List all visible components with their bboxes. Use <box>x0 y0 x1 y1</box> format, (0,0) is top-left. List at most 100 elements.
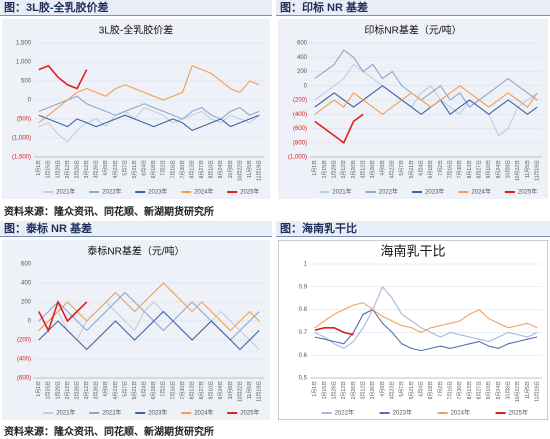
x-tick-label: 1月1日 <box>36 160 42 176</box>
x-tick-label: 3月12日 <box>84 381 90 399</box>
x-tick-label: 8月27日 <box>476 160 482 178</box>
chart: 海南乳干比 1 0.9 0.8 0.7 0.6 0.5 1月1日 1月15日 1月29日 2月12日… <box>278 240 548 420</box>
x-tick-label: 8月13日 <box>467 381 473 399</box>
y-tick-label: 0.9 <box>299 284 308 290</box>
x-tick-label: 9月24日 <box>496 381 502 399</box>
legend-label: 2025年 <box>240 409 259 417</box>
x-tick-label: 1月29日 <box>55 160 61 178</box>
series-line <box>38 282 260 332</box>
x-tick-label: 9月10日 <box>209 381 215 399</box>
x-tick-label: 3月26日 <box>94 160 100 178</box>
x-tick-label: 8月13日 <box>189 160 195 178</box>
x-tick-label: 7月16日 <box>170 160 176 178</box>
chart-title: 印标NR基差（元/吨） <box>364 24 461 37</box>
x-tick-label: 8月27日 <box>199 381 205 399</box>
x-tick-label: 2月12日 <box>65 160 71 178</box>
x-tick-label: 7月16日 <box>447 381 453 399</box>
series-line <box>314 49 538 108</box>
x-tick-label: 2月12日 <box>341 381 347 399</box>
x-tick-label: 11月19日 <box>534 160 540 181</box>
x-tick-label: 5月21日 <box>409 160 415 178</box>
series-line <box>38 310 260 351</box>
source: 资料来源：隆众资讯、同花顺、新湖期货研究所 <box>4 207 214 218</box>
x-tick-label: 1月15日 <box>46 160 52 178</box>
y-tick-label: (1,500) <box>12 155 31 161</box>
legend-label: 2025年 <box>509 409 528 417</box>
x-tick-label: 1月29日 <box>331 381 337 399</box>
x-tick-label: 8月27日 <box>199 160 205 178</box>
legend-label: 2024年 <box>194 409 213 417</box>
y-tick-label: (1,000) <box>288 155 307 161</box>
x-tick-label: 3月26日 <box>370 160 376 178</box>
x-tick-label: 9月24日 <box>496 160 502 178</box>
x-tick-label: 1月1日 <box>312 381 318 397</box>
legend-label: 2023年 <box>148 409 167 417</box>
x-tick-label: 3月26日 <box>94 381 100 399</box>
x-tick-label: 4月23日 <box>389 160 395 178</box>
chart-title: 海南乳干比 <box>380 243 445 258</box>
x-tick-label: 9月10日 <box>486 381 492 399</box>
x-tick-label: 4月9日 <box>380 381 386 397</box>
x-tick-label: 7月2日 <box>161 381 167 397</box>
caption: 图：3L胶-全乳胶价差 <box>0 0 272 16</box>
chart: 泰标NR基差（元/吨） 600 400 200 0 (200) (400) (600) 1月1日… <box>2 240 270 420</box>
series-line <box>314 327 354 336</box>
legend-label: 2024年 <box>471 188 490 196</box>
background <box>278 19 548 199</box>
background <box>2 19 270 199</box>
chart-title: 3L胶-全乳胶价差 <box>99 24 173 37</box>
y-tick-label: 200 <box>21 300 32 306</box>
x-tick-label: 10月8日 <box>505 160 511 178</box>
x-tick-label: 1月15日 <box>322 381 328 399</box>
y-tick-label: 0.5 <box>299 376 308 382</box>
background <box>2 240 270 420</box>
y-tick-label: 1,000 <box>16 60 32 66</box>
x-tick-label: 11月5日 <box>525 160 531 178</box>
series-line <box>314 85 538 116</box>
caption: 图：泰标 NR 基差 <box>0 221 272 237</box>
x-tick-label: 5月7日 <box>399 381 405 397</box>
y-tick-label: 400 <box>21 281 32 287</box>
y-tick-label: (1,000) <box>12 136 31 142</box>
x-tick-label: 2月12日 <box>341 160 347 178</box>
x-tick-label: 6月4日 <box>418 160 424 176</box>
x-tick-label: 7月30日 <box>457 381 463 399</box>
x-tick-label: 11月5日 <box>525 381 531 399</box>
x-tick-label: 6月18日 <box>151 381 157 399</box>
series-line <box>314 302 538 334</box>
x-tick-label: 10月22日 <box>515 381 521 402</box>
x-tick-label: 6月18日 <box>428 381 434 399</box>
x-tick-label: 5月7日 <box>399 160 405 176</box>
x-tick-label: 10月8日 <box>505 381 511 399</box>
y-tick-label: 0 <box>304 83 308 89</box>
x-tick-label: 2月26日 <box>74 160 80 178</box>
y-tick-label: 0 <box>28 319 32 325</box>
y-tick-label: 0.7 <box>299 330 308 336</box>
x-tick-label: 11月5日 <box>247 160 253 178</box>
y-tick-label: (600) <box>293 126 307 132</box>
x-tick-label: 6月4日 <box>142 381 148 397</box>
x-tick-label: 7月16日 <box>447 160 453 178</box>
x-tick-label: 11月19日 <box>257 160 263 181</box>
x-tick-label: 7月30日 <box>457 160 463 178</box>
x-tick-label: 9月24日 <box>218 160 224 178</box>
legend-label: 2022年 <box>379 188 398 196</box>
legend-label: 2022年 <box>335 409 354 417</box>
y-tick-label: 1 <box>304 262 308 268</box>
x-tick-label: 5月21日 <box>132 160 138 178</box>
x-tick-label: 11月19日 <box>534 381 540 402</box>
y-tick-label: 600 <box>21 262 32 268</box>
x-tick-label: 4月23日 <box>389 381 395 399</box>
legend-label: 2022年 <box>102 409 121 417</box>
series-line <box>38 95 260 120</box>
x-tick-label: 9月10日 <box>486 160 492 178</box>
legend-label: 2021年 <box>56 409 75 417</box>
x-tick-label: 7月2日 <box>438 160 444 176</box>
x-tick-label: 3月12日 <box>360 160 366 178</box>
legend-label: 2022年 <box>102 188 121 196</box>
x-tick-label: 1月1日 <box>36 381 42 397</box>
y-tick-label: 0 <box>28 98 32 104</box>
y-tick-label: 0.6 <box>299 353 308 359</box>
background <box>278 240 548 420</box>
series-line <box>38 65 260 124</box>
